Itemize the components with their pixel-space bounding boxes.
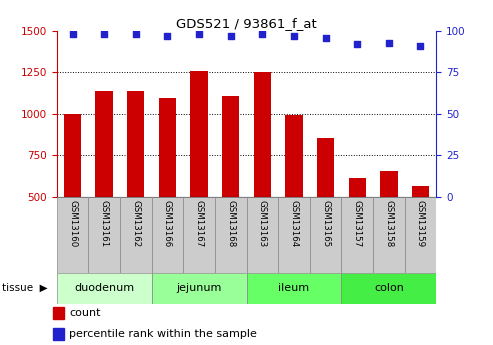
Title: GDS521 / 93861_f_at: GDS521 / 93861_f_at [176, 17, 317, 30]
Text: duodenum: duodenum [74, 283, 134, 293]
Bar [349, 178, 366, 197]
Bar [310, 197, 341, 273]
Point [100, 32, 108, 37]
Text: percentile rank within the sample: percentile rank within the sample [70, 329, 257, 339]
Text: GSM13158: GSM13158 [385, 200, 393, 247]
Text: GSM13167: GSM13167 [195, 200, 204, 247]
Point [227, 33, 235, 39]
Text: jejunum: jejunum [176, 283, 222, 293]
Bar [246, 273, 341, 304]
Point [353, 41, 361, 47]
Text: GSM13166: GSM13166 [163, 200, 172, 247]
Point [164, 33, 172, 39]
Point [258, 32, 266, 37]
Bar [317, 138, 334, 197]
Bar [380, 171, 397, 197]
Text: GSM13163: GSM13163 [258, 200, 267, 247]
Point [195, 32, 203, 37]
Bar [405, 197, 436, 273]
Text: GSM13157: GSM13157 [352, 200, 362, 247]
Bar [159, 98, 176, 197]
Bar [57, 197, 88, 273]
Text: tissue  ▶: tissue ▶ [2, 283, 48, 293]
Point [385, 40, 393, 46]
Text: colon: colon [374, 283, 404, 293]
Text: count: count [70, 308, 101, 318]
Text: GSM13168: GSM13168 [226, 200, 235, 247]
Text: GSM13164: GSM13164 [289, 200, 298, 247]
Bar [53, 307, 64, 319]
Bar [412, 186, 429, 197]
Bar [190, 71, 208, 197]
Point [69, 32, 76, 37]
Bar [373, 197, 405, 273]
Bar [152, 273, 246, 304]
Text: GSM13162: GSM13162 [131, 200, 141, 247]
Bar [253, 72, 271, 197]
Bar [53, 328, 64, 340]
Text: GSM13160: GSM13160 [68, 200, 77, 247]
Text: GSM13161: GSM13161 [100, 200, 108, 247]
Text: GSM13159: GSM13159 [416, 200, 425, 247]
Point [290, 33, 298, 39]
Bar [127, 91, 144, 197]
Text: ileum: ileum [279, 283, 310, 293]
Bar [285, 115, 303, 197]
Bar [246, 197, 278, 273]
Point [132, 32, 140, 37]
Bar [120, 197, 152, 273]
Bar [215, 197, 246, 273]
Bar [88, 197, 120, 273]
Point [321, 35, 329, 40]
Bar [341, 197, 373, 273]
Bar [222, 96, 240, 197]
Bar [152, 197, 183, 273]
Bar [278, 197, 310, 273]
Bar [64, 114, 81, 197]
Bar [183, 197, 215, 273]
Text: GSM13165: GSM13165 [321, 200, 330, 247]
Bar [341, 273, 436, 304]
Bar [57, 273, 152, 304]
Point [417, 43, 424, 49]
Bar [96, 91, 113, 197]
